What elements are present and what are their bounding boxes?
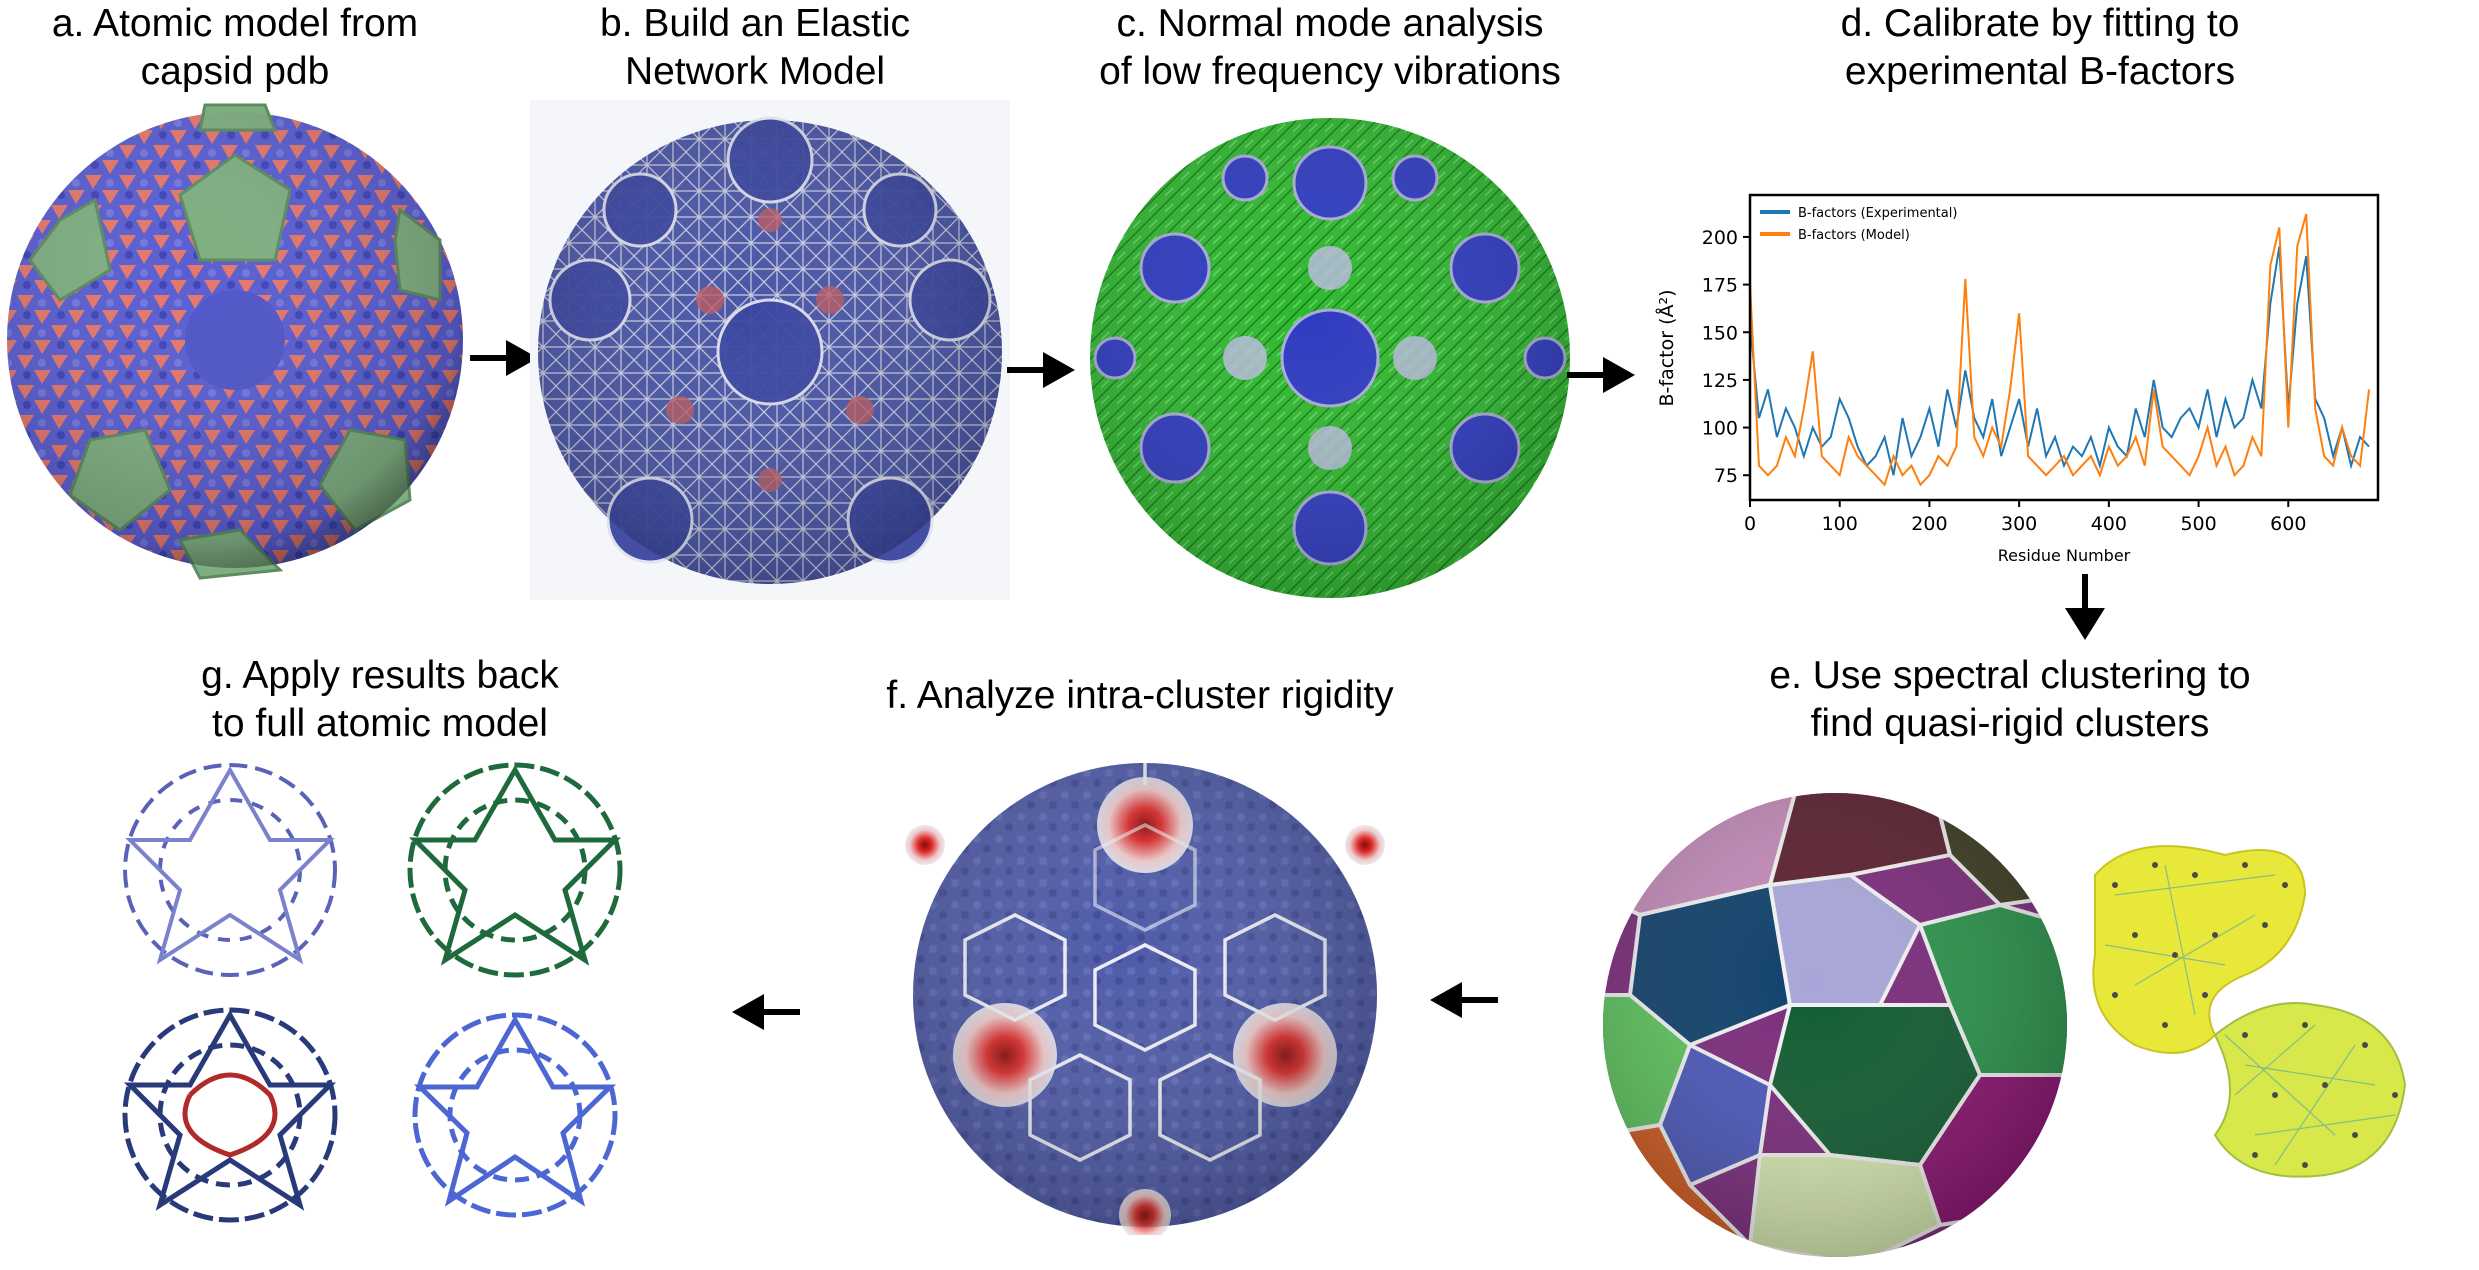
panel-e-title: e. Use spectral clustering to find quasi…	[1650, 652, 2370, 748]
panel-a-title-line1: a. Atomic model from	[51, 2, 419, 45]
x-tick-label: 300	[2001, 513, 2037, 535]
cartoon-pentamer-1	[123, 763, 337, 977]
panel-d-title-line1: d. Calibrate by fitting to	[1840, 2, 2240, 45]
y-tick-label: 150	[1702, 322, 1738, 344]
panel-g-title-line2: to full atomic model	[212, 702, 548, 745]
intra-cluster-rigidity-image	[905, 745, 1385, 1235]
spectral-graph-image	[2075, 835, 2415, 1200]
arrow-a-to-b	[468, 338, 540, 378]
x-tick-label: 100	[1822, 513, 1858, 535]
cartoon-pentamer-2	[407, 762, 623, 978]
panel-c-title-line2: of low frequency vibrations	[1099, 50, 1561, 93]
panel-b-title-line2: Network Model	[624, 50, 886, 93]
panel-g-title-line1: g. Apply results back	[201, 654, 559, 697]
panel-b-title-line1: b. Build an Elastic	[599, 2, 910, 45]
panel-a-title: a. Atomic model from capsid pdb	[0, 0, 470, 96]
panel-f-title-line1: f. Analyze intra-cluster rigidity	[886, 674, 1394, 717]
panel-e-title-line1: e. Use spectral clustering to	[1769, 654, 2251, 697]
panel-f-title: f. Analyze intra-cluster rigidity	[830, 672, 1450, 720]
panel-d-title: d. Calibrate by fitting to experimental …	[1740, 0, 2340, 96]
arrow-c-to-d	[1565, 355, 1637, 395]
arrow-d-to-e	[2063, 572, 2107, 644]
x-tick-label: 500	[2180, 513, 2216, 535]
panel-b-title: b. Build an Elastic Network Model	[520, 0, 990, 96]
legend-label-model: B-factors (Model)	[1798, 228, 1910, 243]
arrow-f-to-g	[730, 992, 802, 1032]
panel-g-title: g. Apply results back to full atomic mod…	[130, 652, 630, 748]
cartoon-pentamer-3	[122, 1007, 338, 1223]
x-tick-label: 200	[1911, 513, 1947, 535]
y-ticks: 75 100 125 150 175 200	[1702, 227, 1750, 487]
y-tick-label: 75	[1714, 465, 1738, 487]
capsid-atomic-model-image	[0, 100, 470, 580]
y-tick-label: 100	[1702, 418, 1738, 440]
plot-frame	[1748, 193, 2380, 502]
x-tick-label: 400	[2091, 513, 2127, 535]
x-axis-label: Residue Number	[1998, 546, 2131, 565]
elastic-network-model-image	[530, 100, 1010, 600]
x-ticks: 0 100 200 300 400 500 600	[1744, 500, 2306, 535]
arrow-e-to-f	[1428, 980, 1500, 1020]
panel-d-title-line2: experimental B-factors	[1844, 50, 2236, 93]
series-line-experimental	[1749, 246, 2370, 476]
full-atomic-model-results	[100, 760, 670, 1240]
x-tick-label: 0	[1744, 513, 1756, 535]
y-tick-label: 125	[1702, 370, 1738, 392]
arrow-b-to-c	[1005, 350, 1077, 390]
legend: B-factors (Experimental) B-factors (Mode…	[1760, 206, 1957, 243]
panel-e-title-line2: find quasi-rigid clusters	[1810, 702, 2210, 745]
y-axis-label: B-factor (Å²)	[1655, 289, 1678, 406]
panel-a-title-line2: capsid pdb	[140, 50, 330, 93]
cartoon-pentamer-4	[412, 1012, 618, 1218]
bfactor-chart: 0 100 200 300 400 500 600 75 100 125 150 175 200 Re…	[1640, 170, 2390, 590]
x-tick-label: 600	[2270, 513, 2306, 535]
spectral-clusters-capsid-image	[1600, 775, 2070, 1265]
y-tick-label: 175	[1702, 275, 1738, 297]
panel-c-title-line1: c. Normal mode analysis	[1116, 2, 1544, 45]
y-tick-label: 200	[1702, 227, 1738, 249]
normal-mode-analysis-image	[1085, 108, 1575, 608]
series-line-model	[1749, 213, 2371, 487]
chart-lines	[1749, 213, 2371, 487]
legend-label-experimental: B-factors (Experimental)	[1798, 206, 1957, 221]
panel-c-title: c. Normal mode analysis of low frequency…	[1030, 0, 1630, 96]
